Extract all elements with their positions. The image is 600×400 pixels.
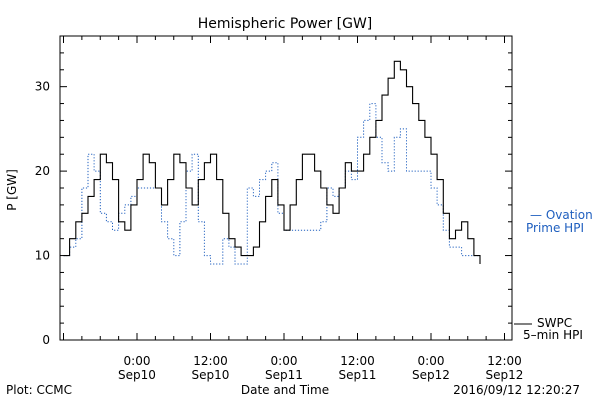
x-tick-date-label: Sep12 [486,368,524,382]
legend-swpc-label-line1: SWPC [537,316,572,330]
chart-title: Hemispheric Power [GW] [198,16,373,32]
x-tick-time-label: 12:00 [340,354,375,368]
x-axis-label: Date and Time [241,383,329,397]
y-tick-label: 0 [42,333,50,347]
x-tick-date-label: Sep11 [265,368,303,382]
y-axis-ticks: 0 10 20 30 [35,35,512,347]
y-tick-label: 30 [35,80,50,94]
y-tick-label: 10 [35,249,50,263]
footer-plot-credit: Plot: CCMC [6,383,72,397]
swpc-5min-hpi-line [63,60,481,264]
x-tick-date-label: Sep10 [192,368,230,382]
x-tick-time-label: 0:00 [271,354,298,368]
legend-ovation-label-line2: Prime HPI [526,221,584,235]
x-tick-date-label: Sep11 [339,368,377,382]
x-tick-time-label: 0:00 [124,354,151,368]
x-tick-date-label: Sep10 [118,368,156,382]
x-tick-time-label: 12:00 [193,354,228,368]
x-tick-time-label: 0:00 [418,354,445,368]
x-tick-time-label: 12:00 [487,354,522,368]
y-axis-label: P [GW] [5,169,19,211]
footer-timestamp: 2016/09/12 12:20:27 [453,383,580,397]
y-tick-label: 20 [35,164,50,178]
x-axis-ticks: 0:00Sep1012:00Sep100:00Sep1112:00Sep110:… [63,36,524,382]
legend-swpc-label-line2: 5–min HPI [523,328,583,342]
x-tick-date-label: Sep12 [412,368,450,382]
plot-frame [59,35,513,341]
ovation-prime-hpi-line [63,103,480,265]
legend-ovation-label-line1: — Ovation [530,208,593,222]
